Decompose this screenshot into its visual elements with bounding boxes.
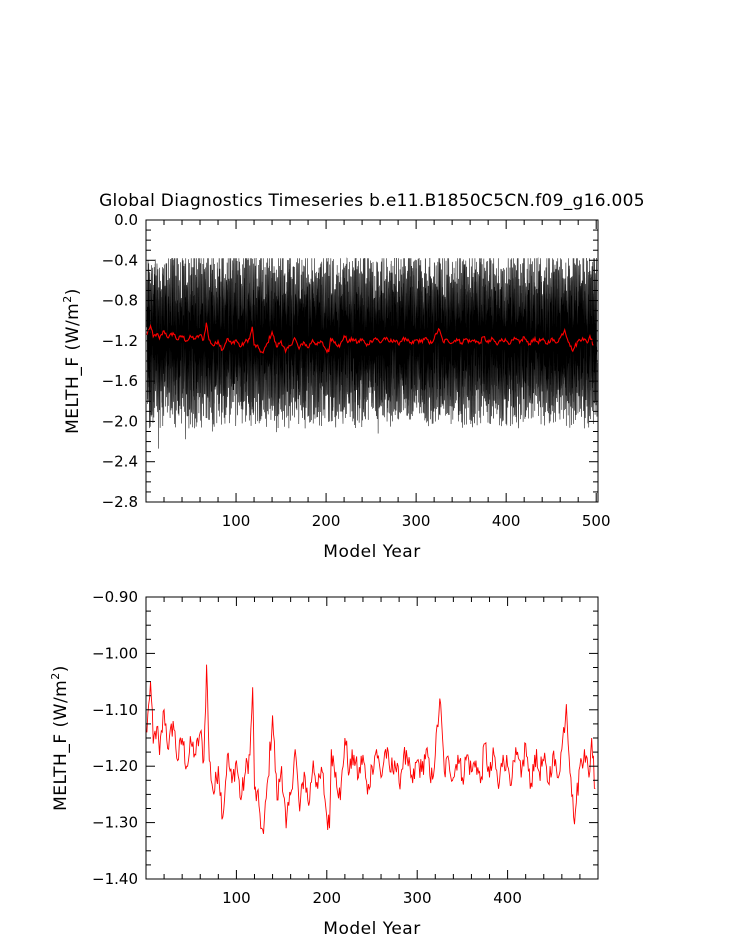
x-tick-label: 300: [402, 512, 431, 530]
y-tick-label: −2.4: [102, 453, 138, 471]
series-annual-line: [146, 664, 596, 834]
y-tick-label: 0.0: [114, 211, 138, 229]
plot-frame: [145, 596, 599, 880]
x-tick-label: 400: [492, 512, 521, 530]
y-tick-label: −1.40: [92, 870, 138, 888]
plot-area: [146, 257, 598, 449]
y-tick-label: −1.6: [102, 372, 138, 390]
x-tick-label: 400: [493, 889, 522, 907]
y-tick-label: −2.8: [102, 493, 138, 511]
y-tick-label: −1.10: [92, 701, 138, 719]
x-tick-label: 200: [312, 512, 341, 530]
y-tick-label: −2.0: [102, 412, 138, 430]
plot-area: [146, 664, 596, 834]
lower-panel: 100 200 300 400 −0.90 −1.00 −1.10 −1.20 −1.30 −1.…: [49, 588, 599, 939]
x-axis-title: Model Year: [323, 542, 420, 562]
y-tick-label: −0.8: [102, 292, 138, 310]
y-axis-title: MELTH_F (W/m2): [61, 288, 83, 434]
y-tick-label: −0.90: [92, 588, 138, 606]
x-tick-label: 100: [222, 512, 251, 530]
upper-panel: 100 200 300 400 500 0.0 −0.4 −0.8 −1.2 −1.6 −2.0 −2…: [61, 211, 611, 562]
y-tick-label: −1.2: [102, 332, 138, 350]
figure-title: Global Diagnostics Timeseries b.e11.B185…: [99, 191, 645, 211]
y-tick-label: −0.4: [102, 251, 138, 269]
x-tick-label: 500: [582, 512, 611, 530]
x-tick-label: 300: [403, 889, 432, 907]
y-tick-label: −1.30: [92, 814, 138, 832]
x-tick-label: 100: [222, 889, 251, 907]
series-monthly-line: [146, 257, 598, 449]
x-tick-label: 200: [312, 889, 341, 907]
y-tick-label: −1.20: [92, 757, 138, 775]
x-axis-title: Model Year: [323, 919, 420, 939]
y-axis-title: MELTH_F (W/m2): [49, 665, 71, 811]
series-annual-line: [146, 322, 594, 354]
y-tick-label: −1.00: [92, 644, 138, 662]
